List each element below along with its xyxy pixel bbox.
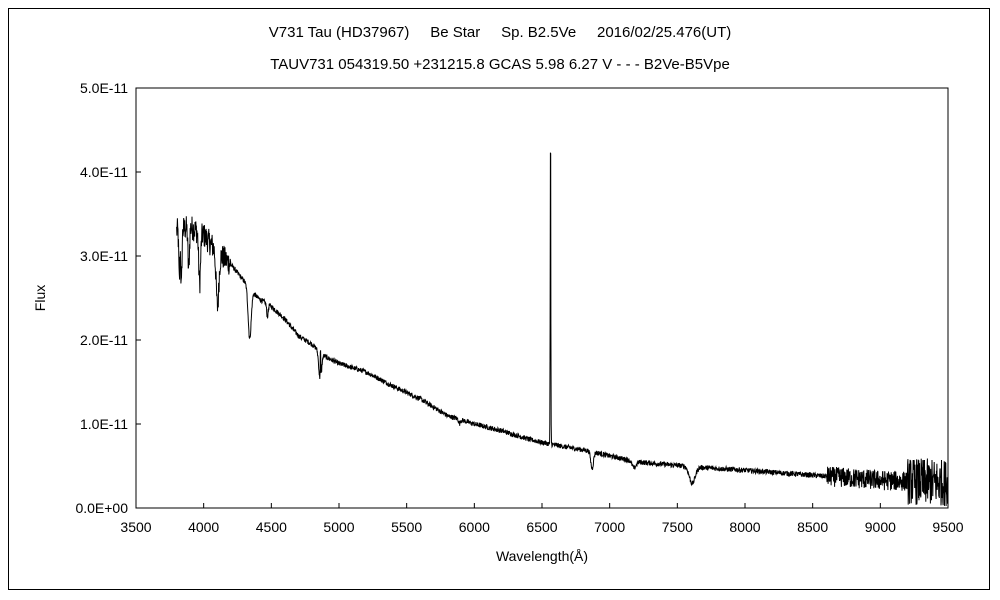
- y-axis: 0.0E+00 1.0E-11 2.0E-11 3.0E-11 4.0E-11 5.0E-…: [75, 80, 141, 516]
- x-tick-label: 6500: [526, 519, 557, 535]
- x-tick-label: 8000: [729, 519, 760, 535]
- y-axis-label: Flux: [32, 285, 48, 311]
- y-tick-label: 5.0E-11: [80, 80, 128, 96]
- chart-title-line-1: V731 Tau (HD37967) Be Star Sp. B2.5Ve 20…: [268, 24, 732, 41]
- y-tick-label: 1.0E-11: [80, 416, 128, 432]
- x-tick-label: 4000: [188, 519, 219, 535]
- x-tick-label: 6000: [459, 519, 490, 535]
- x-tick-label: 8500: [797, 519, 828, 535]
- chart-frame: [8, 8, 990, 590]
- x-axis: 3500 4000 4500 5000 5500 6000 6500 7000 7500 8000…: [120, 503, 964, 535]
- y-tick-label: 2.0E-11: [80, 332, 128, 348]
- x-tick-label: 5000: [323, 519, 354, 535]
- x-tick-label: 9000: [865, 519, 896, 535]
- x-tick-label: 3500: [120, 519, 151, 535]
- spectrum-line: [176, 152, 949, 507]
- x-tick-label: 7500: [662, 519, 693, 535]
- chart-title-line-2: TAUV731 054319.50 +231215.8 GCAS 5.98 6.…: [270, 56, 730, 73]
- x-tick-label: 7000: [594, 519, 625, 535]
- y-tick-label: 0.0E+00: [75, 500, 128, 516]
- x-tick-label: 4500: [256, 519, 287, 535]
- y-tick-label: 3.0E-11: [80, 248, 128, 264]
- x-axis-label: Wavelength(Å): [496, 548, 588, 564]
- y-tick-label: 4.0E-11: [80, 164, 128, 180]
- x-tick-label: 9500: [932, 519, 963, 535]
- x-tick-label: 5500: [391, 519, 422, 535]
